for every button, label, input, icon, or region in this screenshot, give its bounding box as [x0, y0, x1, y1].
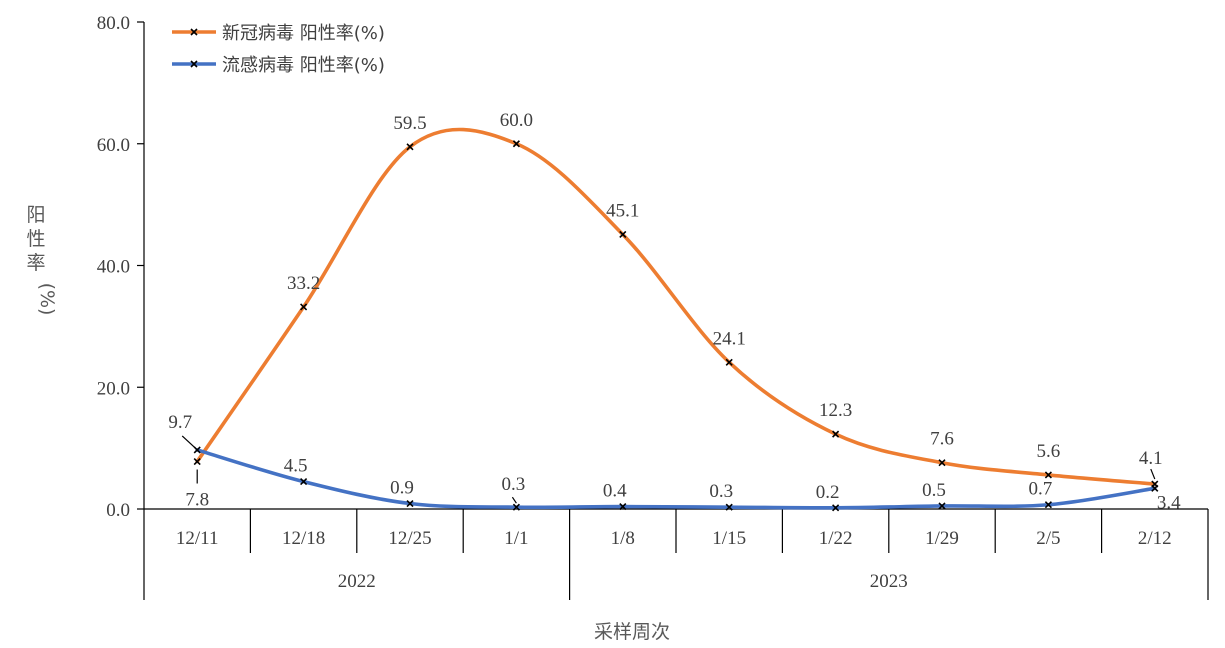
data-point-marker	[1044, 471, 1052, 479]
data-point-marker	[832, 430, 840, 438]
data-point-marker	[938, 459, 946, 467]
data-point-marker	[619, 230, 627, 239]
legend-label: 流感病毒 阳性率(%)	[222, 55, 385, 76]
y-tick-group: 0.0 20.0 40.0 60.0 80.0	[97, 13, 144, 521]
series-line-1	[195, 127, 1157, 486]
data-label: 7.8	[185, 490, 209, 511]
leader-line	[1150, 468, 1156, 480]
data-point-marker	[512, 140, 520, 148]
x-tick-label: 1/15	[712, 528, 746, 549]
data-point-marker	[832, 504, 840, 512]
x-tick-label: 1/1	[504, 528, 528, 549]
y-axis-title: 阳性率	[26, 204, 45, 274]
legend-marker	[190, 60, 198, 68]
data-label: 60.0	[500, 110, 533, 131]
data-point-marker	[300, 478, 308, 486]
y-tick-label: 0.0	[106, 500, 130, 521]
y-tick-label: 60.0	[97, 135, 130, 156]
data-label: 3.4	[1157, 492, 1181, 513]
data-point-marker	[300, 303, 308, 311]
leader-line	[511, 496, 517, 504]
y-tick-label: 20.0	[97, 378, 130, 399]
x-tick-label: 1/22	[819, 528, 853, 549]
data-point-marker	[193, 457, 201, 466]
y-tick-label: 80.0	[97, 13, 130, 34]
legend: 新冠病毒 阳性率(%) 流感病毒 阳性率(%)	[172, 23, 385, 76]
data-label-group: 7.8 33.2 59.5 60.0 45.1 24.1 12.3 7.6 5.6 4.1 9.7 4…	[168, 110, 1181, 514]
data-point-marker	[938, 502, 946, 510]
data-label: 0.9	[390, 478, 414, 499]
data-label: 0.7	[1029, 479, 1053, 500]
x-group-label: 2023	[870, 571, 908, 592]
legend-marker	[190, 28, 198, 36]
data-point-marker	[1044, 501, 1052, 509]
data-label: 5.6	[1037, 441, 1061, 462]
data-label: 7.6	[930, 429, 954, 450]
data-label: 0.3	[502, 474, 526, 495]
x-tick-label: 1/8	[611, 528, 635, 549]
data-label: 24.1	[713, 328, 746, 349]
y-axis-title-char: 阳	[26, 204, 45, 226]
y-axis-title-char: 率	[26, 252, 45, 274]
data-label: 0.2	[816, 482, 840, 503]
x-tick-label: 1/29	[925, 528, 959, 549]
data-point-marker	[619, 502, 627, 511]
x-tick-label: 2/12	[1138, 528, 1172, 549]
x-tick-label: 2/5	[1036, 528, 1060, 549]
data-label: 0.5	[922, 480, 946, 501]
data-point-marker	[725, 503, 733, 511]
x-axis-title: 采样周次	[594, 621, 670, 643]
y-tick-label: 40.0	[97, 257, 130, 278]
y-axis-title-char: 性	[26, 228, 45, 250]
data-point-marker	[725, 358, 733, 366]
data-label: 9.7	[168, 412, 192, 433]
x-tick-label: 12/18	[282, 528, 325, 549]
data-label: 45.1	[606, 200, 639, 221]
series-line-2	[195, 448, 1157, 510]
x-axis-group: 12/11 12/18 12/25 1/1 1/8 1/15 1/22 1/29 2/5 2/12…	[143, 508, 1209, 600]
data-label: 4.1	[1139, 448, 1163, 469]
x-tick-label: 12/25	[388, 528, 431, 549]
y-axis-title-unit: (%)	[36, 283, 58, 316]
data-label: 0.4	[603, 481, 627, 502]
data-label: 33.2	[287, 273, 320, 294]
data-point-marker	[1151, 484, 1159, 492]
data-label: 59.5	[393, 113, 426, 134]
data-label: 12.3	[819, 400, 852, 421]
data-point-marker	[406, 143, 414, 151]
data-point-marker	[512, 503, 520, 511]
leader-line	[181, 435, 196, 449]
legend-label: 新冠病毒 阳性率(%)	[222, 23, 385, 44]
x-group-label: 2022	[338, 571, 376, 592]
series-lines	[193, 127, 1159, 512]
data-label: 0.3	[709, 481, 733, 502]
data-point-marker	[406, 499, 414, 508]
data-label: 4.5	[284, 456, 308, 477]
x-tick-label: 12/11	[176, 528, 219, 549]
